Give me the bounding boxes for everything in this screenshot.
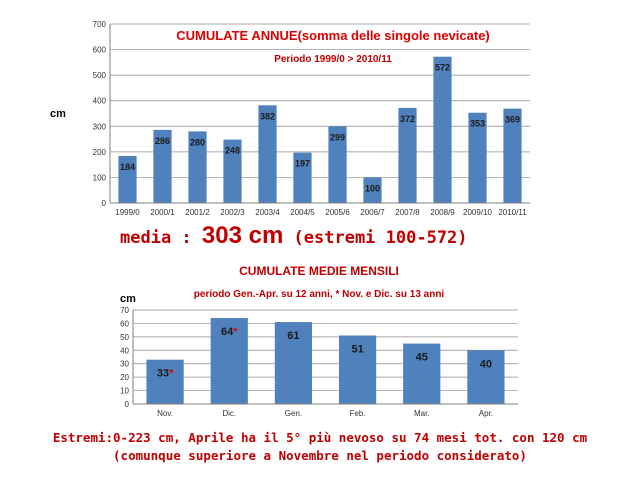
x-tick-label: 2007/8: [395, 208, 420, 217]
x-tick-label: Dic.: [222, 409, 236, 418]
x-tick-label: 2006/7: [360, 208, 385, 217]
bar-mar-: [403, 343, 441, 404]
monthly-bars: [146, 318, 505, 404]
monthly-gridlines: [133, 309, 518, 391]
x-tick-label: 2001/2: [185, 208, 210, 217]
x-tick-label: 2004/5: [290, 208, 315, 217]
x-tick-label: Feb.: [350, 409, 366, 418]
bar-2008-9: [433, 56, 452, 203]
bar-2003-4: [258, 105, 277, 203]
x-tick-label: Mar.: [414, 409, 430, 418]
monthly-chart: 0 10 20 30 40 50 60 70 33* 64* 61 51 45 40 Nov. Dic. G…: [120, 264, 518, 418]
monthly-y-ticks: 0 10 20 30 40 50 60 70: [120, 306, 129, 409]
annual-chart: 0 100 200 300 400 500 600 700 184 286 280 248 382 19…: [50, 20, 530, 217]
annual-gridlines: [110, 23, 530, 178]
c2-y-tick-label: 30: [120, 360, 129, 369]
bar-2009-10: [468, 112, 487, 203]
monthly-chart-title: CUMULATE MEDIE MENSILI: [239, 264, 399, 278]
bar-2005-6: [328, 126, 347, 203]
data-label: 45: [416, 352, 428, 364]
c1-y-tick-label: 700: [93, 20, 107, 29]
x-tick-label: Apr.: [479, 409, 493, 418]
data-label: 382: [260, 111, 275, 121]
data-label: 61: [287, 330, 299, 342]
c1-y-tick-label: 100: [93, 173, 107, 182]
monthly-x-ticks: Nov. Dic. Gen. Feb. Mar. Apr.: [157, 409, 493, 418]
annual-y-ticks: 0 100 200 300 400 500 600 700: [93, 20, 107, 208]
bar-gen-: [274, 322, 313, 404]
data-label: 286: [155, 136, 170, 146]
c1-y-tick-label: 600: [93, 46, 107, 55]
bar-feb-: [338, 335, 377, 404]
bar-2004-5: [293, 152, 312, 203]
data-label: 299: [330, 133, 345, 143]
c2-y-tick-label: 60: [120, 319, 129, 328]
data-label: 100: [365, 183, 380, 193]
data-label: 64*: [221, 326, 238, 338]
data-label: 33*: [157, 368, 174, 380]
c2-y-tick-label: 50: [120, 333, 129, 342]
c2-y-tick-label: 40: [120, 346, 129, 355]
c1-y-tick-label: 400: [93, 97, 107, 106]
bar-2006-7: [363, 177, 382, 203]
data-label: 280: [190, 137, 205, 147]
data-label: 197: [295, 159, 310, 169]
monthly-data-labels: 33* 64* 61 51 45 40: [157, 326, 492, 380]
bar-apr-: [467, 350, 505, 404]
media-summary: media : 303 cm (estremi 100-572): [120, 222, 468, 250]
annual-x-ticks: 1999/0 2000/1 2001/2 2002/3 2003/4 2004/5 2005…: [115, 208, 527, 217]
c2-y-tick-label: 0: [125, 400, 130, 409]
data-label: 51: [351, 344, 363, 356]
data-label: 248: [225, 146, 240, 156]
c2-y-tick-label: 10: [120, 387, 129, 396]
bar-1999-0: [118, 155, 137, 203]
bar-2002-3: [223, 139, 242, 203]
x-tick-label: 2002/3: [220, 208, 245, 217]
data-label: 572: [435, 63, 450, 73]
c2-y-tick-label: 70: [120, 306, 129, 315]
footer-line-2: (comunque superiore a Novembre nel perio…: [113, 448, 527, 463]
data-label: 40: [480, 358, 492, 370]
bar-2001-2: [188, 131, 207, 203]
x-tick-label: 2005/6: [325, 208, 350, 217]
x-tick-label: 2000/1: [150, 208, 175, 217]
annual-chart-title: CUMULATE ANNUE(somma delle singole nevic…: [176, 28, 490, 43]
c1-y-tick-label: 0: [102, 199, 107, 208]
annual-chart-subtitle: Periodo 1999/0 > 2010/11: [274, 54, 392, 65]
bar-2000-1: [153, 129, 172, 203]
x-tick-label: 2009/10: [463, 208, 492, 217]
bar-nov-: [146, 359, 184, 404]
x-tick-label: Gen.: [285, 409, 302, 418]
data-label: 184: [120, 162, 135, 172]
bar-dic-: [210, 318, 248, 404]
media-value: 303 cm: [201, 222, 284, 249]
data-label: 353: [470, 119, 485, 129]
c1-y-tick-label: 300: [93, 122, 107, 131]
c1-y-tick-label: 500: [93, 71, 107, 80]
annual-y-unit: cm: [50, 108, 66, 120]
annual-data-labels: 184 286 280 248 382 197 299 100 372 572 353 369: [120, 63, 520, 194]
monthly-chart-subtitle: periodo Gen.-Apr. su 12 anni, * Nov. e D…: [194, 289, 445, 300]
monthly-y-unit: cm: [120, 293, 136, 305]
data-label: 369: [505, 115, 520, 125]
bar-2007-8: [398, 107, 417, 203]
x-tick-label: 2008/9: [430, 208, 455, 217]
footer-line-1: Estremi:0-223 cm, Aprile ha il 5° più ne…: [52, 430, 588, 445]
x-tick-label: Nov.: [157, 409, 173, 418]
x-tick-label: 2003/4: [255, 208, 280, 217]
media-suffix: (estremi 100-572): [283, 228, 468, 248]
c1-y-tick-label: 200: [93, 148, 107, 157]
x-tick-label: 2010/11: [498, 208, 527, 217]
media-prefix: media :: [120, 228, 202, 248]
c2-y-tick-label: 20: [120, 373, 129, 382]
data-label: 372: [400, 114, 415, 124]
annual-bars: [118, 56, 522, 203]
bar-2010-11: [503, 108, 522, 203]
x-tick-label: 1999/0: [115, 208, 140, 217]
